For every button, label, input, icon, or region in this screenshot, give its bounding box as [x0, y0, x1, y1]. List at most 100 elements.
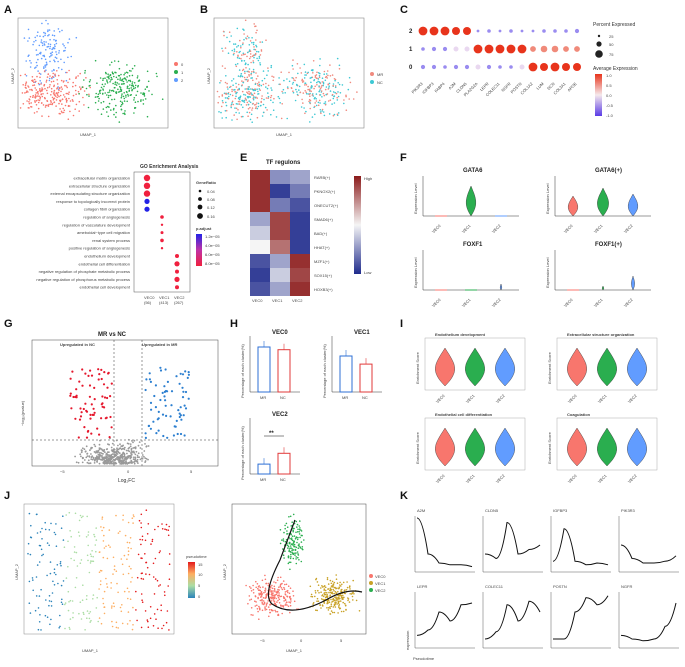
- pseudotime-point: [115, 514, 117, 517]
- volcano-point: [112, 450, 115, 453]
- pseudotime-point: [46, 574, 48, 577]
- umap-point: [57, 91, 60, 94]
- umap-point: [45, 41, 47, 43]
- umap-point: [46, 92, 49, 95]
- umap-point: [234, 43, 237, 45]
- umap-point: [267, 92, 269, 94]
- umap-point: [66, 71, 68, 74]
- umap-point: [280, 117, 283, 120]
- volcano-point: [103, 449, 106, 451]
- umap-point: [96, 96, 99, 98]
- volcano-point: [111, 460, 114, 462]
- umap-point: [28, 107, 30, 109]
- pseudotime-point: [38, 561, 41, 563]
- umap-point: [19, 74, 22, 77]
- umap-point: [329, 606, 331, 608]
- umap-point: [315, 578, 317, 581]
- umap-point: [137, 80, 140, 82]
- volcano-point-up-nc: [101, 405, 104, 408]
- umap-point: [284, 604, 287, 606]
- umap-point: [255, 103, 257, 106]
- umap-point: [264, 597, 266, 599]
- pseudotime-point: [41, 538, 43, 540]
- umap-point: [136, 75, 139, 77]
- umap-point: [252, 43, 255, 46]
- expression-dot: [540, 63, 548, 71]
- umap-point: [61, 29, 63, 32]
- volcano-point: [147, 458, 149, 461]
- heatmap-cell: [270, 240, 290, 254]
- umap-point: [85, 77, 87, 79]
- enrichment-ylabel: Enrichment Score: [547, 351, 552, 384]
- volcano-point-up-nc: [74, 417, 77, 420]
- umap-point: [115, 116, 117, 118]
- umap-point: [338, 605, 340, 607]
- expression-dot: [517, 44, 527, 54]
- volcano-point-up-mr: [144, 436, 147, 439]
- umap-point: [247, 88, 249, 91]
- umap-point: [329, 579, 332, 582]
- pseudotime-point: [147, 626, 150, 628]
- padj-title: p.adjust: [196, 226, 212, 231]
- volcano-point: [121, 453, 124, 455]
- umap-point: [53, 89, 56, 92]
- umap-point: [40, 51, 42, 54]
- umap-point: [252, 79, 254, 82]
- umap-point: [227, 92, 229, 95]
- pseudotime-point: [99, 580, 102, 582]
- volcano-point: [129, 443, 132, 445]
- pseudotime-point: [54, 533, 57, 536]
- umap-point: [54, 75, 57, 77]
- umap-point: [272, 609, 274, 612]
- umap-point: [272, 79, 274, 82]
- umap-point: [292, 529, 295, 532]
- umap-point: [49, 52, 52, 55]
- umap-point: [266, 594, 268, 596]
- volcano-point: [89, 449, 91, 452]
- umap-point: [338, 68, 341, 70]
- umap-point: [238, 51, 240, 54]
- traj-ylabel: UMAP_2: [222, 563, 227, 580]
- umap-point: [316, 84, 318, 86]
- umap-point: [74, 84, 77, 87]
- volcano-point: [145, 445, 148, 447]
- pseudotime-point: [90, 555, 93, 558]
- umap-point: [131, 84, 133, 87]
- umap-point: [270, 597, 273, 600]
- umap-point: [352, 98, 355, 100]
- pseudotime-point: [132, 514, 135, 516]
- umap-point: [323, 73, 325, 75]
- volcano-point-up-mr: [149, 401, 153, 404]
- umap-point: [279, 83, 281, 86]
- umap-point: [137, 84, 139, 87]
- umap-point: [318, 85, 320, 87]
- umap-point: [127, 79, 130, 82]
- pseudotime-point: [132, 624, 134, 626]
- volcano-point-up-nc: [97, 368, 100, 371]
- violin-xtick: VEC0: [563, 223, 574, 234]
- volcano-point: [115, 439, 118, 442]
- umap-point: [345, 94, 347, 97]
- umap-point: [241, 75, 244, 78]
- volcano-point-up-nc: [90, 432, 93, 435]
- umap-point: [267, 95, 270, 98]
- volcano-point-up-mr: [181, 396, 185, 399]
- umap-point: [315, 74, 318, 76]
- volcano-point: [144, 457, 147, 459]
- umap-point: [47, 23, 49, 25]
- umap-point: [67, 81, 69, 84]
- volcano-point-up-nc: [92, 407, 95, 410]
- pseudotime-point: [157, 525, 159, 528]
- umap-point: [21, 92, 24, 94]
- volcano-point-up-mr: [157, 429, 160, 432]
- pseudotime-point: [149, 617, 152, 620]
- volcano-point: [113, 454, 116, 457]
- umap-point: [307, 93, 310, 95]
- volcano-point: [81, 461, 84, 464]
- umap-point: [297, 536, 299, 539]
- umap-point: [234, 63, 237, 66]
- umap-point: [258, 83, 261, 86]
